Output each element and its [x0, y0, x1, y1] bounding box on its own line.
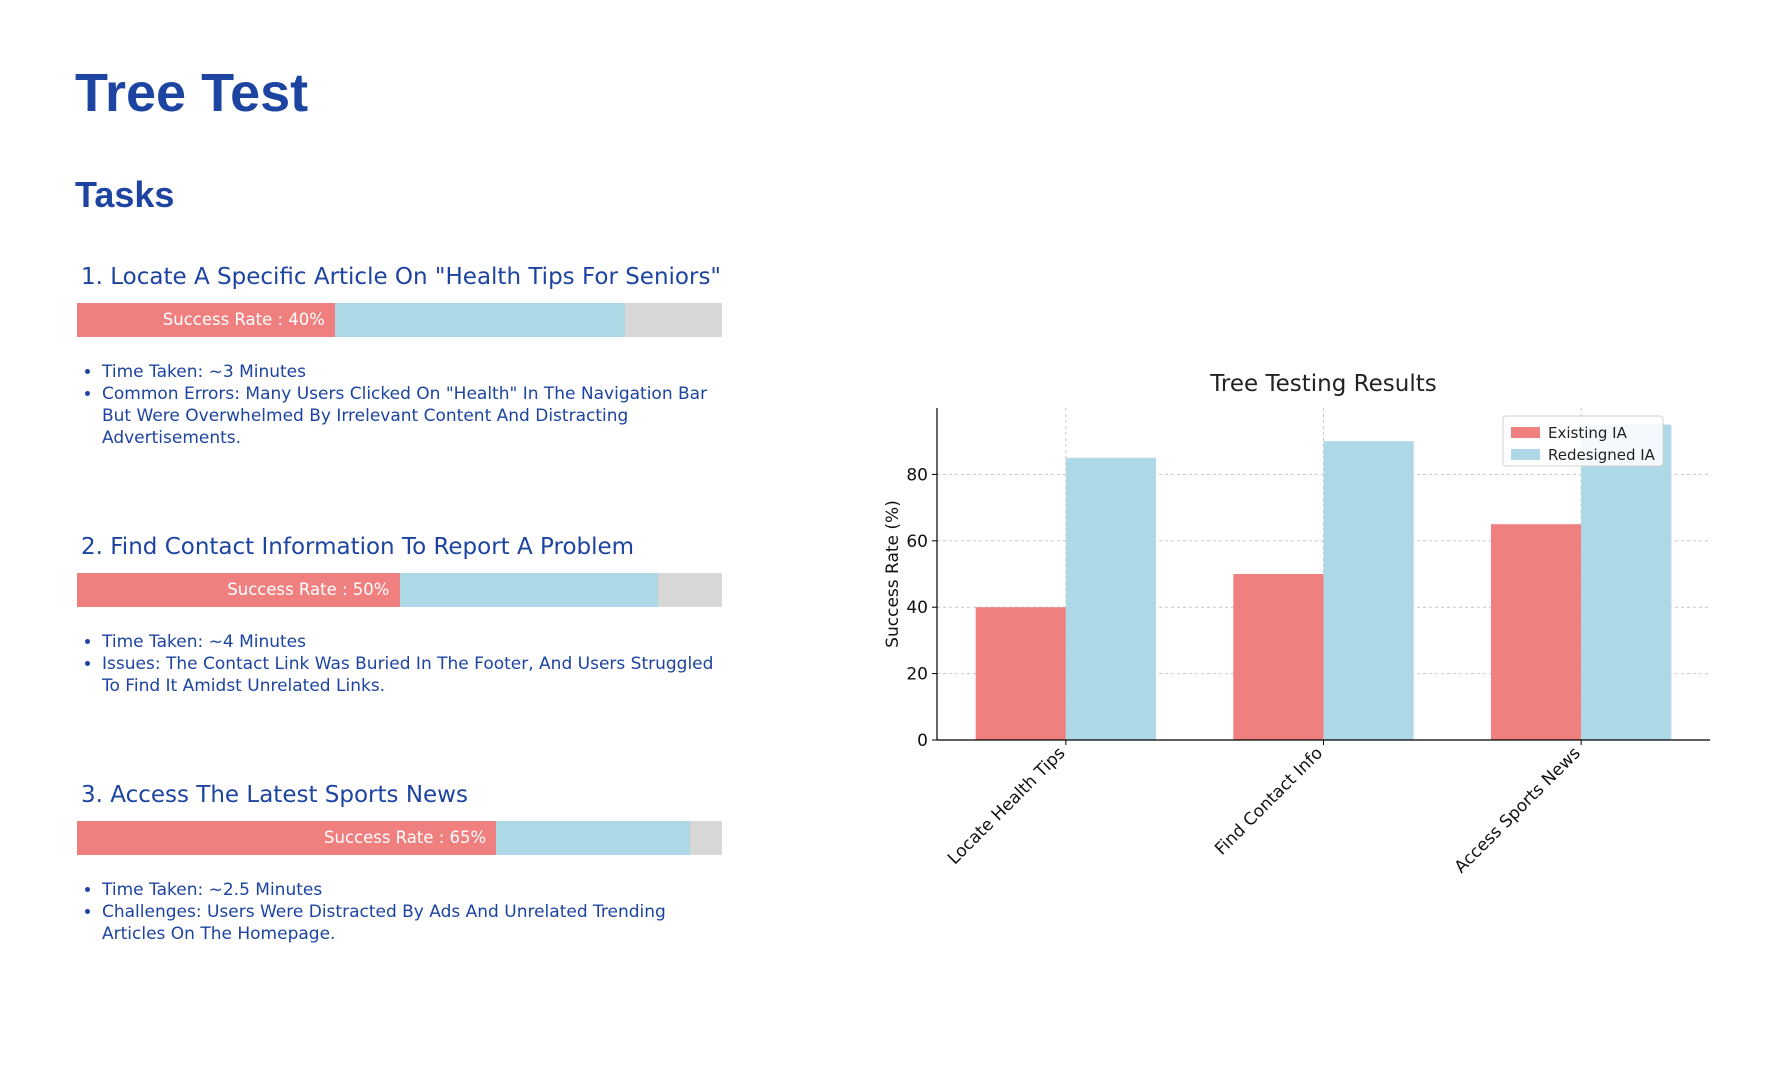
existing-rate-fill	[77, 303, 335, 337]
bar-redesigned-2	[1323, 441, 1414, 740]
task-card-1: 1. Locate A Specific Article On "Health …	[77, 259, 722, 449]
task-heading: 2. Find Contact Information To Report A …	[81, 534, 635, 560]
task-notes: Time Taken: ~3 Minutes Common Errors: Ma…	[77, 361, 722, 449]
bar-redesigned-1	[1065, 457, 1157, 740]
results-chart: 0 20 40 60 80 Locate Health Tips Find Contact …	[865, 360, 1735, 900]
bar-chart-svg: 0 20 40 60 80 Locate Health Tips Find Contact …	[883, 371, 1710, 877]
y-tick-label: 40	[906, 598, 928, 618]
note-item: Challenges: Users Were Distracted By Ads…	[102, 901, 722, 945]
tasks-panel: Tree Test Tasks 1. Locate A Specific Art…	[0, 0, 760, 1080]
task-notes: Time Taken: ~4 Minutes Issues: The Conta…	[77, 631, 722, 697]
page-title: Tree Test	[75, 63, 309, 123]
task-heading: 1. Locate A Specific Article On "Health …	[81, 264, 722, 290]
y-tick-label: 0	[917, 731, 928, 751]
existing-rate-fill	[77, 821, 497, 855]
legend-swatch-existing	[1511, 427, 1540, 438]
x-tick-label: Find Contact Info	[1211, 743, 1327, 859]
task-heading: 3. Access The Latest Sports News	[81, 782, 468, 808]
note-item: Time Taken: ~2.5 Minutes	[102, 879, 722, 901]
y-tick-label: 60	[906, 532, 928, 552]
success-rate-bar: Success Rate : 40%	[77, 303, 722, 337]
x-tick-label: Locate Health Tips	[944, 743, 1069, 868]
success-rate-bar: Success Rate : 50%	[77, 573, 722, 607]
task-card-2: 2. Find Contact Information To Report A …	[77, 529, 722, 697]
legend-swatch-redesigned	[1511, 449, 1540, 460]
bar-existing-3	[1490, 524, 1582, 740]
success-rate-bar: Success Rate : 65%	[77, 821, 722, 855]
task-card-3: 3. Access The Latest Sports News Success…	[77, 777, 722, 945]
note-item: Issues: The Contact Link Was Buried In T…	[102, 653, 722, 697]
bar-redesigned-3	[1581, 424, 1672, 740]
task-notes: Time Taken: ~2.5 Minutes Challenges: Use…	[77, 879, 722, 945]
section-title: Tasks	[75, 174, 175, 215]
y-axis-label: Success Rate (%)	[883, 500, 903, 648]
chart-title: Tree Testing Results	[1209, 371, 1436, 397]
legend-label: Redesigned IA	[1548, 446, 1656, 464]
note-item: Time Taken: ~4 Minutes	[102, 631, 722, 653]
success-rate-label: Success Rate : 40%	[162, 310, 325, 329]
y-tick-label: 80	[906, 465, 928, 485]
bar-existing-1	[975, 607, 1066, 740]
note-item: Time Taken: ~3 Minutes	[102, 361, 722, 383]
existing-rate-fill	[77, 573, 400, 607]
success-rate-label: Success Rate : 50%	[227, 580, 390, 599]
legend-label: Existing IA	[1548, 424, 1628, 442]
y-tick-label: 20	[906, 665, 928, 685]
note-item: Common Errors: Many Users Clicked On "He…	[102, 383, 722, 449]
x-tick-label: Access Sports News	[1451, 743, 1585, 877]
success-rate-label: Success Rate : 65%	[324, 828, 487, 847]
legend-box	[1502, 415, 1664, 467]
bar-existing-2	[1233, 574, 1324, 740]
